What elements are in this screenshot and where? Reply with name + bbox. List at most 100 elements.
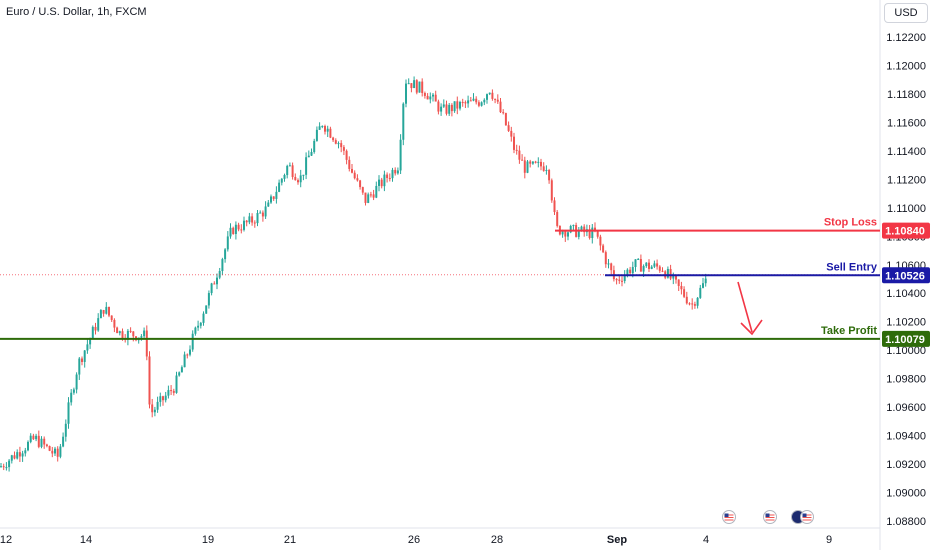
x-tick-label: 21 [284,534,296,546]
candle-body [499,101,502,113]
candle-body [280,178,283,183]
candle-body [148,356,151,405]
candle-body [253,222,256,224]
candle-body [545,170,548,172]
candle-body [380,179,383,187]
candle-body [629,269,632,274]
candle-body [515,149,518,151]
stop-loss-price-text: 1.10840 [885,226,925,238]
candle-body [56,448,59,457]
candle-body [637,259,640,261]
candle-body [596,231,599,237]
candle-body [156,401,159,410]
candle-body [599,236,602,246]
candle-body [666,268,669,278]
candle-body [272,196,275,199]
candle-body [251,216,254,223]
candle-body [677,279,680,286]
candle-body [626,269,629,275]
candle-body [432,94,434,97]
candle-body [91,326,94,339]
candle-body [634,259,637,268]
sell-entry-label: Sell Entry [826,261,878,273]
candle-body [86,344,89,351]
candle-body [658,266,661,271]
candle-body [661,270,664,272]
currency-button[interactable]: USD [884,3,928,23]
candle-body [67,402,70,424]
candle-body [680,285,683,290]
candle-body [199,322,202,326]
candle-body [27,441,29,451]
candle-body [334,140,337,144]
candle-body [704,278,707,284]
candle-body [702,283,704,288]
x-tick-label: 4 [703,534,709,546]
candle-body [270,196,272,203]
y-tick-label: 1.09600 [886,402,926,414]
candle-body [307,155,310,158]
x-tick-label: 14 [80,534,92,546]
candle-body [32,435,35,440]
candle-body [429,96,432,100]
candle-body [531,161,534,164]
y-tick-label: 1.09200 [886,459,926,471]
candle-body [8,460,11,468]
candle-body [5,467,8,469]
y-tick-label: 1.08800 [886,516,926,528]
candle-body [48,446,51,451]
candle-body [21,453,24,457]
candle-body [588,229,591,239]
candle-body [324,126,326,132]
candle-body [607,263,610,265]
candle-body [561,231,564,235]
candle-body [610,263,613,271]
candle-body [2,466,5,468]
candle-body [407,83,410,85]
candle-body [353,172,356,179]
candle-body [475,98,478,103]
candle-body [486,94,488,100]
candle-body [110,315,113,320]
candle-body [356,178,359,181]
candle-body [118,331,121,334]
y-tick-label: 1.11200 [887,174,926,186]
candle-body [483,99,486,103]
x-tick-label: 26 [408,534,420,546]
candle-body [423,93,426,96]
candle-body [0,466,2,468]
candle-body [526,161,529,173]
candle-body [43,438,46,445]
down-arrow-shaft [737,281,753,333]
candle-body [332,137,335,141]
candle-body [240,229,243,231]
sell-entry-price-tag [882,267,930,284]
candle-body [151,404,154,413]
candle-body [699,287,702,298]
candle-body [494,98,497,100]
candle-body [548,170,551,181]
candle-body [202,313,205,323]
candle-body [556,212,559,226]
candle-body [234,224,237,235]
candle-body [140,336,143,338]
candle-body [569,225,572,233]
candle-body [205,305,208,314]
candle-body [383,174,386,187]
candle-body [145,330,148,357]
candle-body [89,338,92,345]
candle-body [399,139,402,171]
candle-body [321,126,324,128]
candle-body [229,227,232,237]
x-tick-label: 19 [202,534,214,546]
candle-body [480,102,483,106]
candle-body [213,283,216,285]
candle-body [259,212,262,214]
candle-body [440,106,443,112]
candle-body [180,367,183,373]
candle-body [434,94,437,102]
candle-body [94,326,97,331]
candle-body [264,206,267,217]
candle-body [461,101,464,103]
